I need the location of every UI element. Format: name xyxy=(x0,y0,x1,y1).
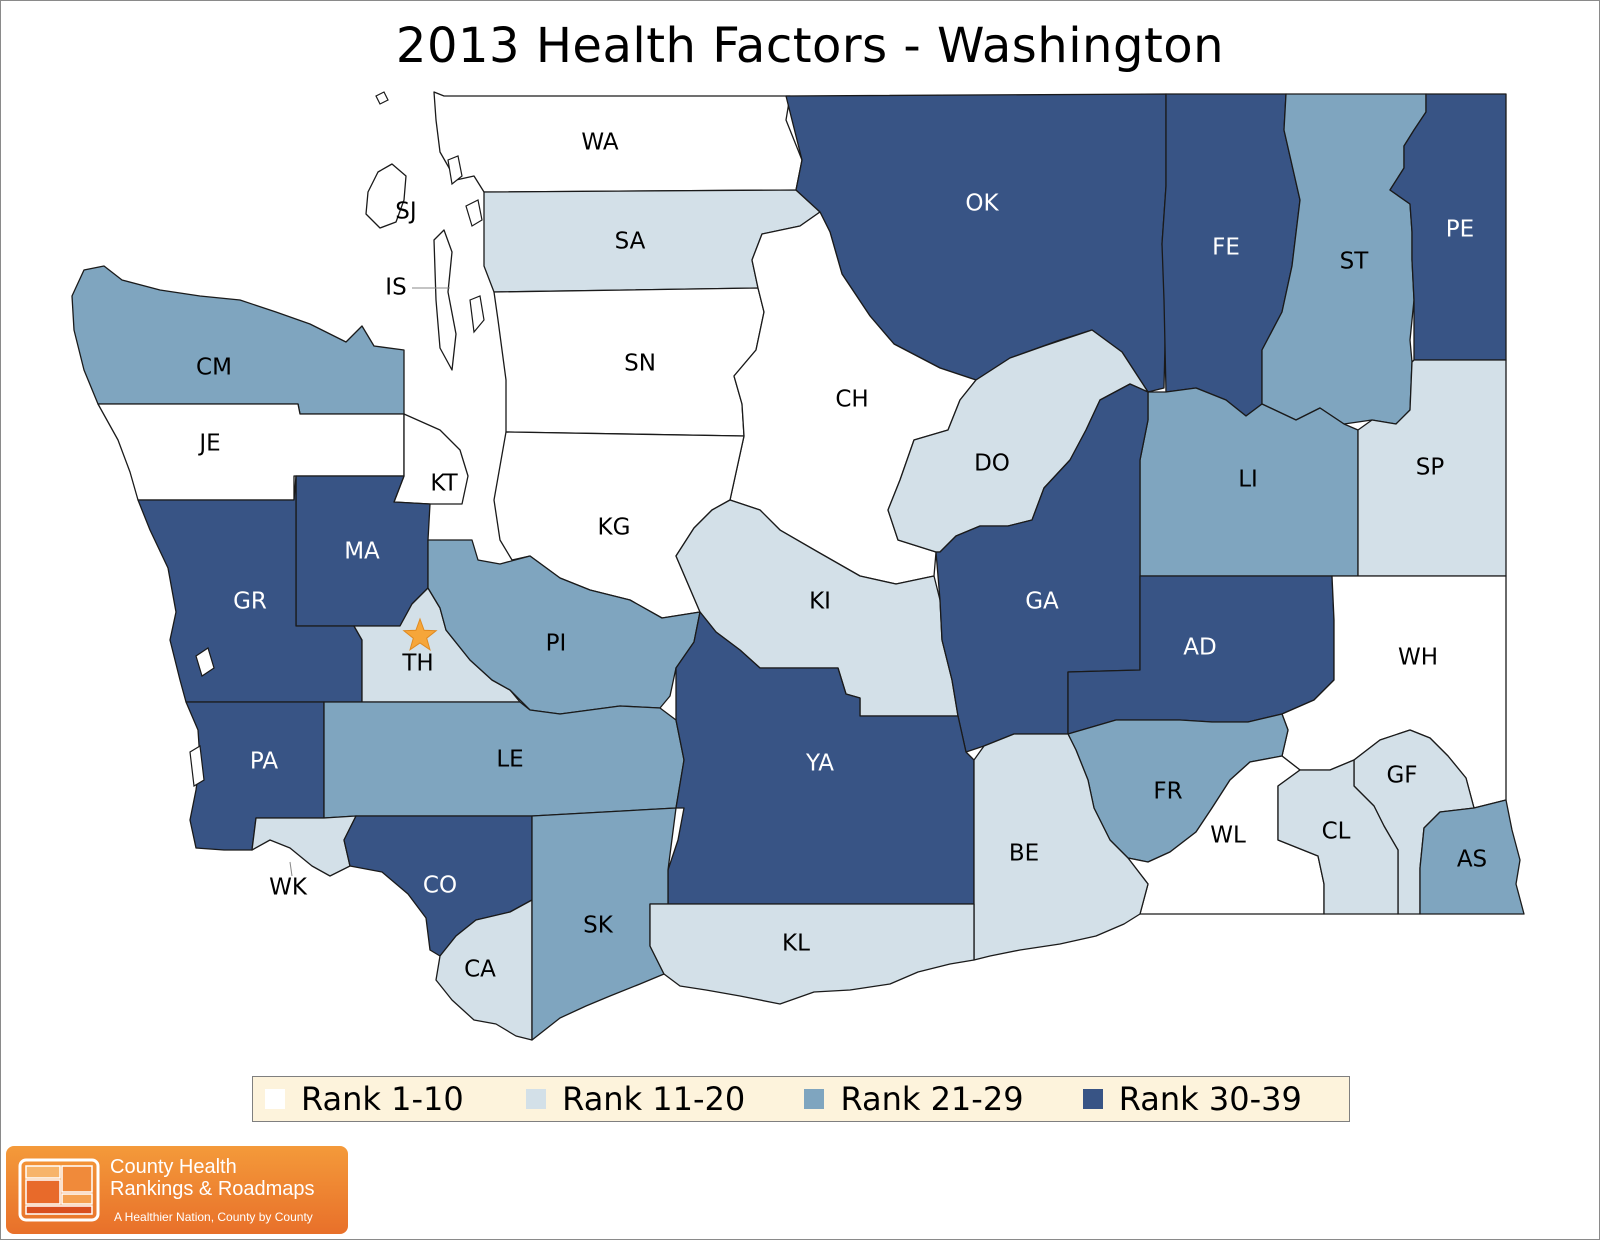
county-label-ga: GA xyxy=(1025,589,1059,615)
county-is xyxy=(433,229,457,371)
island-shape xyxy=(465,199,483,227)
county-label-pi: PI xyxy=(546,631,567,657)
legend-item: Rank 30-39 xyxy=(1082,1080,1349,1118)
legend-label: Rank 1-10 xyxy=(301,1080,464,1118)
county-ya xyxy=(667,611,975,905)
county-label-wk: WK xyxy=(269,875,308,901)
county-label-st: ST xyxy=(1340,249,1370,275)
county-label-ma: MA xyxy=(344,539,380,565)
county-label-kg: KG xyxy=(598,515,631,541)
legend-label: Rank 30-39 xyxy=(1118,1080,1302,1118)
county-cl xyxy=(1277,759,1399,915)
county-label-pe: PE xyxy=(1446,217,1474,243)
legend-swatch xyxy=(1082,1089,1103,1109)
legend-swatch xyxy=(804,1089,825,1109)
county-label-co: CO xyxy=(423,873,457,899)
logo-map-icon xyxy=(18,1158,100,1222)
county-label-kl: KL xyxy=(782,931,810,957)
legend-item: Rank 1-10 xyxy=(265,1080,514,1118)
county-label-is: IS xyxy=(385,275,406,301)
county-label-be: BE xyxy=(1009,841,1039,867)
county-label-kt: KT xyxy=(430,471,458,497)
county-label-fr: FR xyxy=(1153,779,1182,805)
logo-line1: County Health xyxy=(110,1156,237,1178)
legend-item: Rank 21-29 xyxy=(804,1080,1070,1118)
county-label-cm: CM xyxy=(196,355,232,381)
county-label-ya: YA xyxy=(805,751,834,777)
legend-item: Rank 11-20 xyxy=(526,1080,792,1118)
county-label-sa: SA xyxy=(615,229,646,255)
county-label-li: LI xyxy=(1238,467,1258,493)
county-label-je: JE xyxy=(197,431,220,457)
county-label-sp: SP xyxy=(1416,455,1445,481)
county-label-ca: CA xyxy=(464,957,496,983)
island-shape xyxy=(195,647,215,677)
county-label-le: LE xyxy=(496,747,523,773)
map-legend: Rank 1-10 Rank 11-20 Rank 21-29 Rank 30-39 xyxy=(252,1076,1350,1122)
logo-tagline: A Healthier Nation, County by County xyxy=(114,1210,313,1224)
county-label-pa: PA xyxy=(250,749,278,775)
county-label-sj: SJ xyxy=(395,199,416,225)
county-label-wh: WH xyxy=(1398,645,1438,671)
county-label-cl: CL xyxy=(1322,819,1351,845)
county-label-ki: KI xyxy=(809,589,831,615)
county-label-sk: SK xyxy=(583,913,614,939)
county-kl xyxy=(649,903,975,1005)
state-capital-star-icon xyxy=(402,617,438,651)
county-label-ok: OK xyxy=(965,191,999,217)
logo-line2: Rankings & Roadmaps xyxy=(110,1178,315,1200)
legend-swatch xyxy=(265,1089,285,1109)
county-cm xyxy=(71,265,405,415)
county-sj xyxy=(365,163,407,229)
county-label-sn: SN xyxy=(624,351,656,377)
county-label-gf: GF xyxy=(1386,763,1417,789)
county-label-wl: WL xyxy=(1210,823,1246,849)
county-label-ad: AD xyxy=(1183,635,1216,661)
map-title: 2013 Health Factors - Washington xyxy=(395,18,1225,74)
legend-swatch xyxy=(526,1089,547,1109)
county-label-fe: FE xyxy=(1212,235,1240,261)
county-health-rankings-logo: County Health Rankings & Roadmaps A Heal… xyxy=(6,1146,348,1234)
county-label-do: DO xyxy=(974,451,1010,477)
island-shape xyxy=(469,295,485,334)
county-label-th: TH xyxy=(401,651,433,677)
island-shape xyxy=(189,745,205,787)
legend-label: Rank 21-29 xyxy=(840,1080,1024,1118)
county-label-wa: WA xyxy=(581,130,618,156)
county-be xyxy=(973,733,1149,961)
county-pi xyxy=(427,539,701,715)
county-as xyxy=(1419,799,1525,915)
island-shape xyxy=(447,155,463,186)
county-ca xyxy=(435,899,533,1041)
county-label-ch: CH xyxy=(835,387,868,413)
label-leader-line xyxy=(289,861,293,877)
county-label-as: AS xyxy=(1457,847,1487,873)
county-label-gr: GR xyxy=(233,589,267,615)
legend-label: Rank 11-20 xyxy=(562,1080,746,1118)
county-sk xyxy=(531,807,677,1041)
island-shape xyxy=(375,91,389,105)
county-wk xyxy=(251,815,357,877)
